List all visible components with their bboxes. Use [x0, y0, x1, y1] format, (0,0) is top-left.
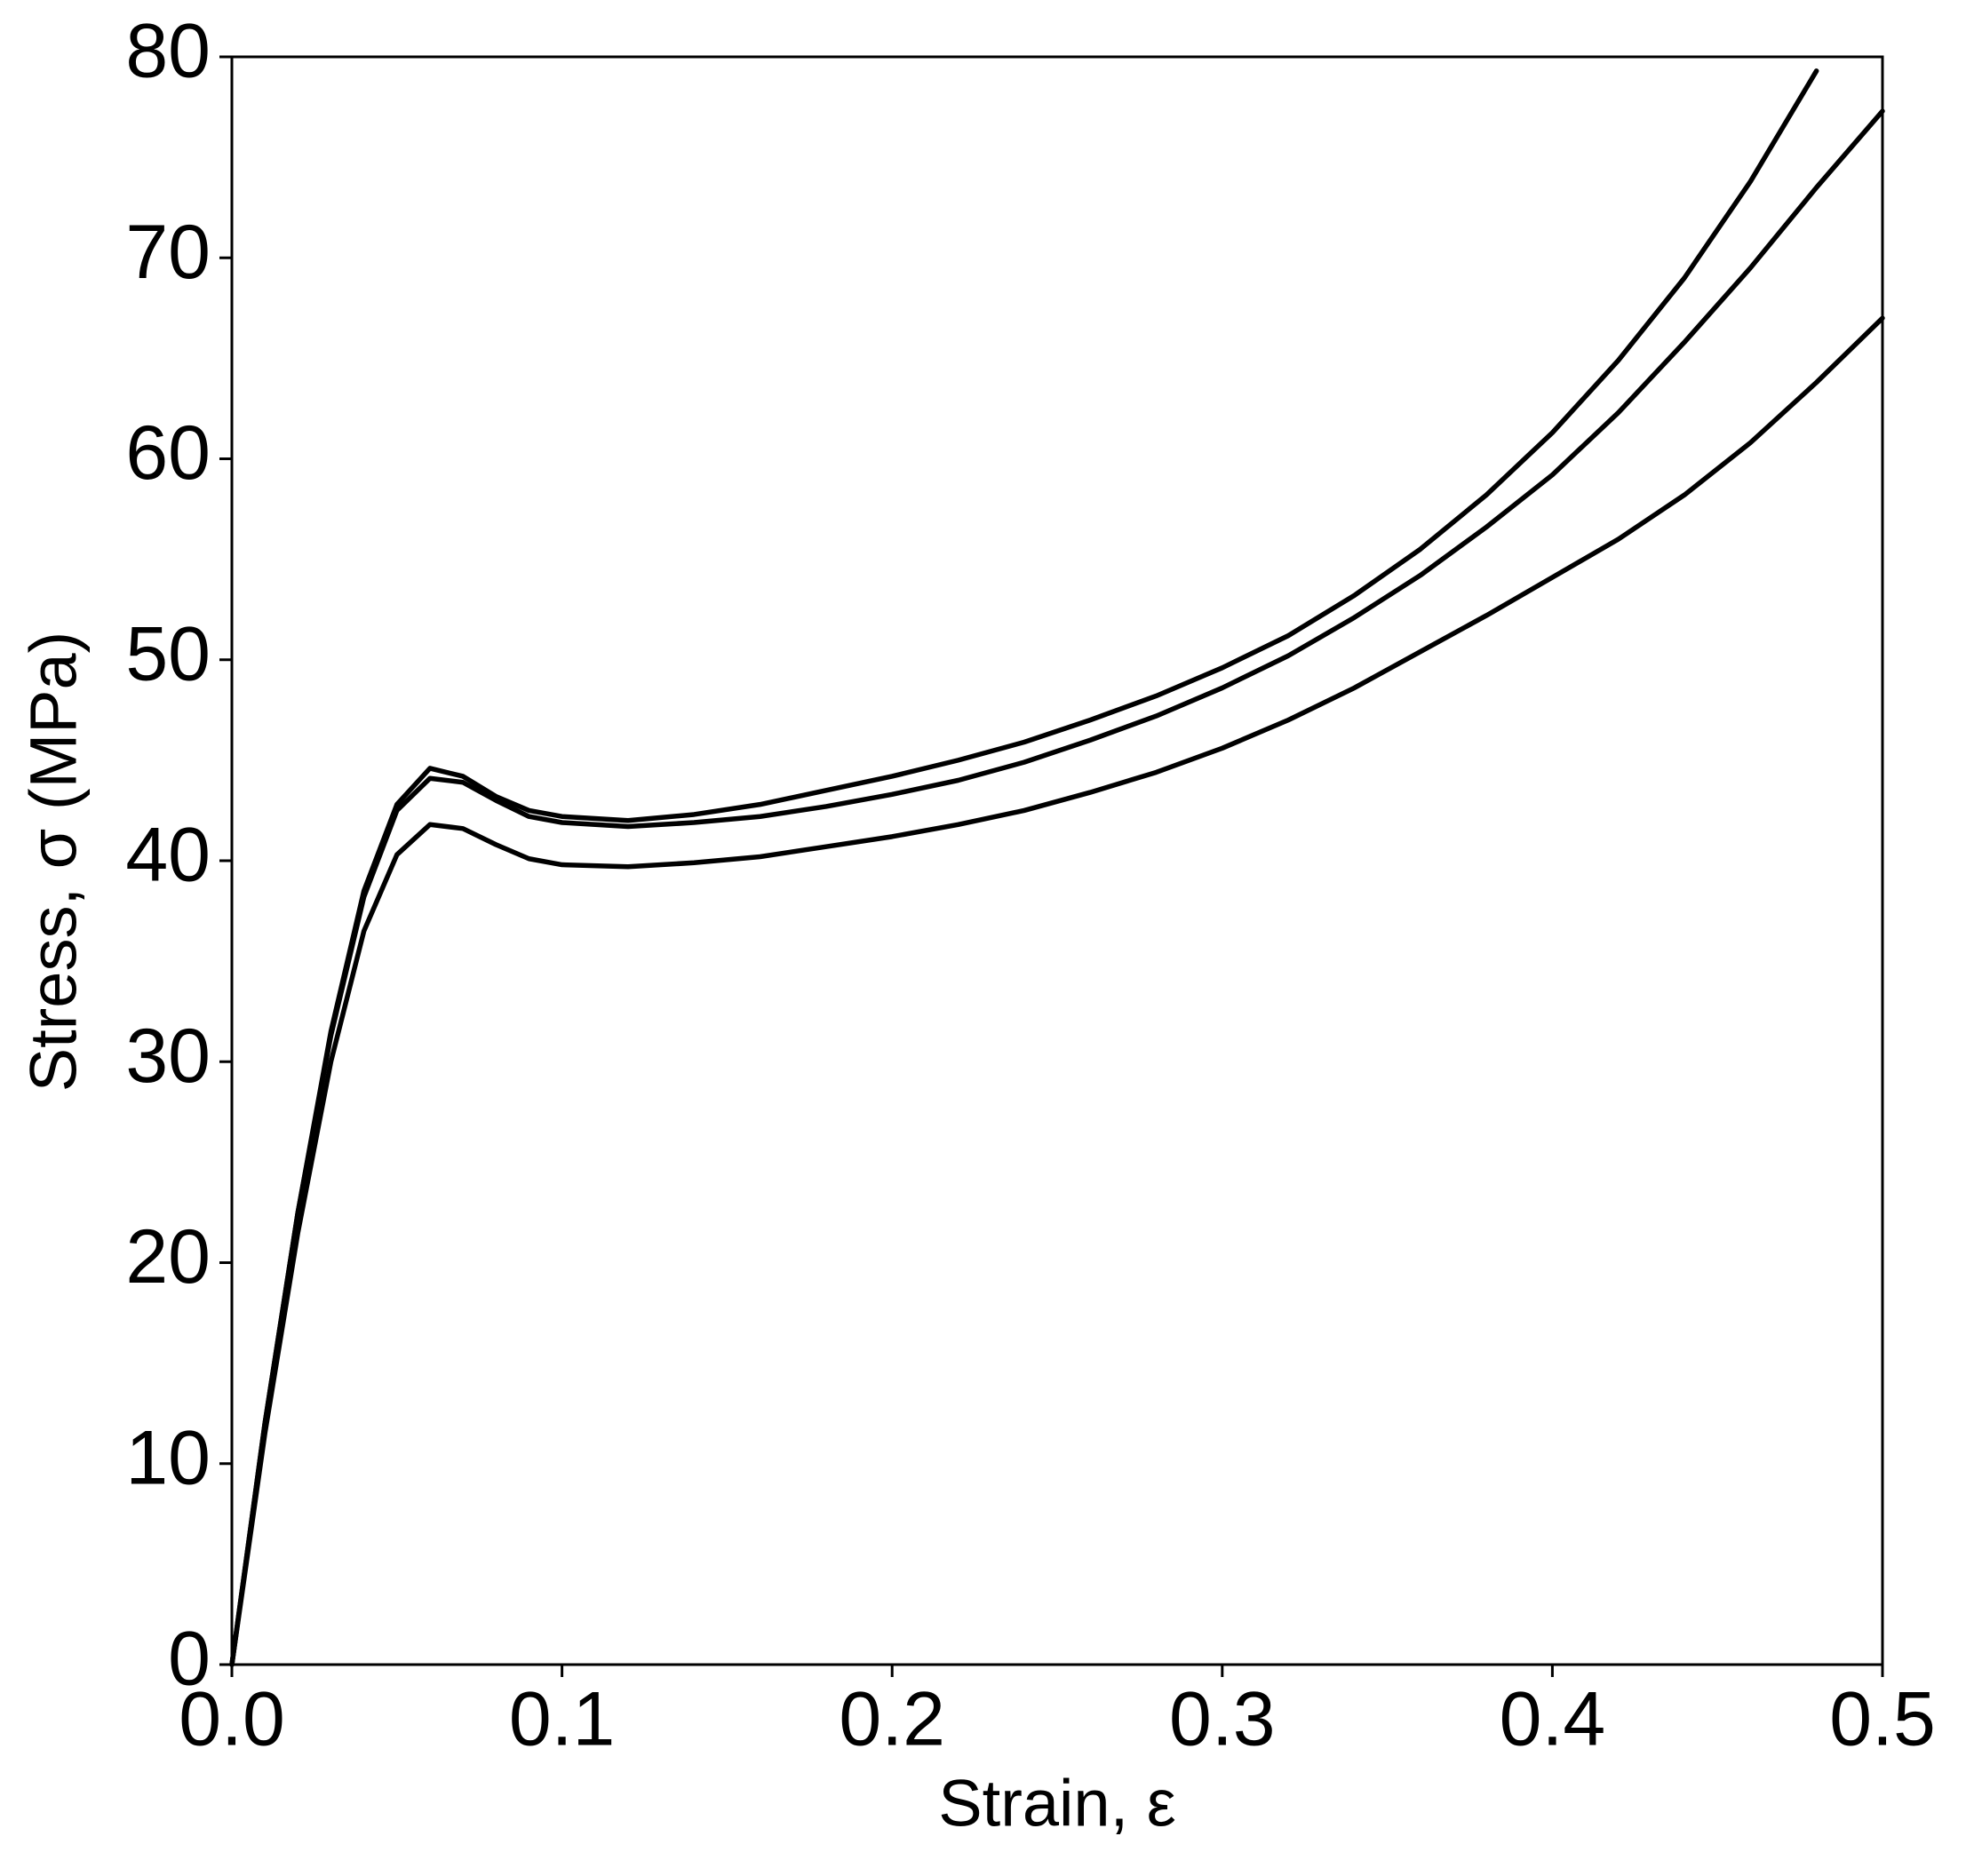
- x-tick-label: 0.0: [179, 1677, 285, 1762]
- x-tick-label: 0.3: [1169, 1677, 1276, 1762]
- y-axis-label: Stress, σ (MPa): [17, 632, 91, 1093]
- line-series: [229, 108, 1885, 1667]
- plot-frame: [230, 55, 1884, 1666]
- y-tick-label: 20: [125, 1214, 211, 1300]
- x-tick-label: 0.5: [1829, 1677, 1936, 1762]
- line-series: [229, 315, 1885, 1667]
- y-tick-label: 70: [125, 210, 211, 295]
- x-tick-label: 0.1: [509, 1677, 616, 1762]
- y-tick-label: 40: [125, 813, 211, 898]
- y-tick-label: 10: [125, 1415, 211, 1500]
- x-tick-label: 0.2: [839, 1677, 945, 1762]
- y-tick-label: 30: [125, 1014, 211, 1099]
- x-axis-label: Strain, ε: [938, 1767, 1175, 1840]
- line-series: [229, 68, 1819, 1667]
- y-tick-label: 80: [125, 9, 211, 94]
- y-tick-label: 0: [168, 1617, 211, 1702]
- y-tick-label: 60: [125, 410, 211, 496]
- x-tick-label: 0.4: [1500, 1677, 1606, 1762]
- y-tick-label: 50: [125, 611, 211, 696]
